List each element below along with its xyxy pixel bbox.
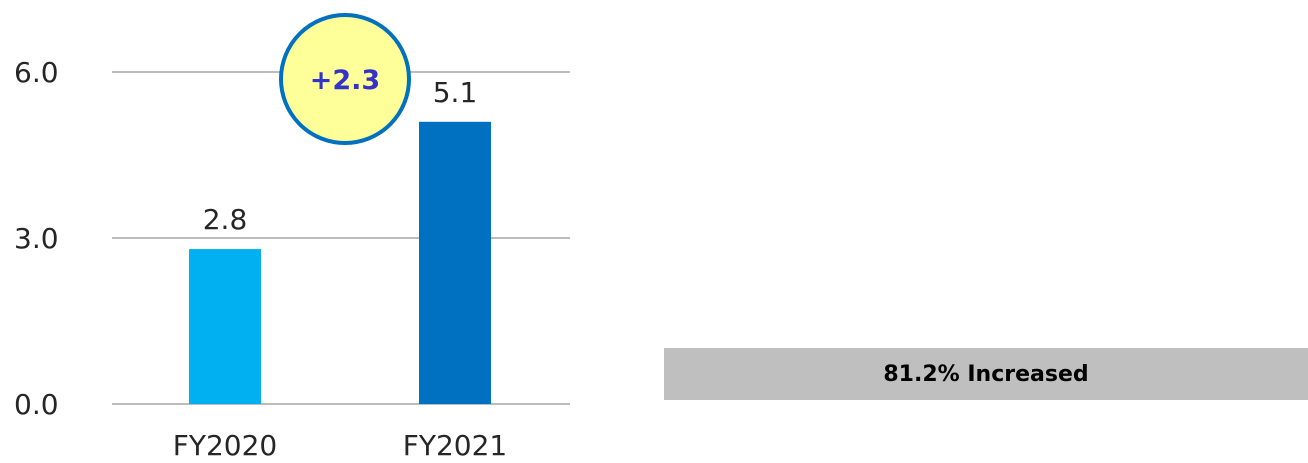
data-labels: 2.8 5.1 (203, 76, 478, 236)
difference-annotation: +2.3 (279, 13, 411, 145)
data-label-fy2020: 2.8 (203, 203, 248, 236)
bar-fy2020 (189, 249, 261, 404)
bar-fy2021 (419, 121, 491, 405)
x-tick-label-fy2021: FY2021 (403, 429, 507, 462)
y-tick-label: 3.0 (14, 222, 59, 255)
difference-label: +2.3 (310, 65, 380, 96)
summary-banner: 81.2% Increased (664, 348, 1308, 400)
difference-circle (279, 13, 411, 145)
y-tick-label: 6.0 (14, 56, 59, 89)
y-tick-labels: 0.0 3.0 6.0 (14, 56, 59, 421)
summary-text: 81.2% Increased (883, 361, 1089, 387)
x-tick-label-fy2020: FY2020 (173, 429, 277, 462)
bar-chart: 0.0 3.0 6.0 2.8 5.1 FY2020 FY2021 +2.3 (14, 13, 570, 462)
data-label-fy2021: 5.1 (433, 76, 478, 109)
y-tick-label: 0.0 (14, 388, 59, 421)
bars (189, 121, 491, 405)
x-tick-labels: FY2020 FY2021 (173, 429, 507, 462)
